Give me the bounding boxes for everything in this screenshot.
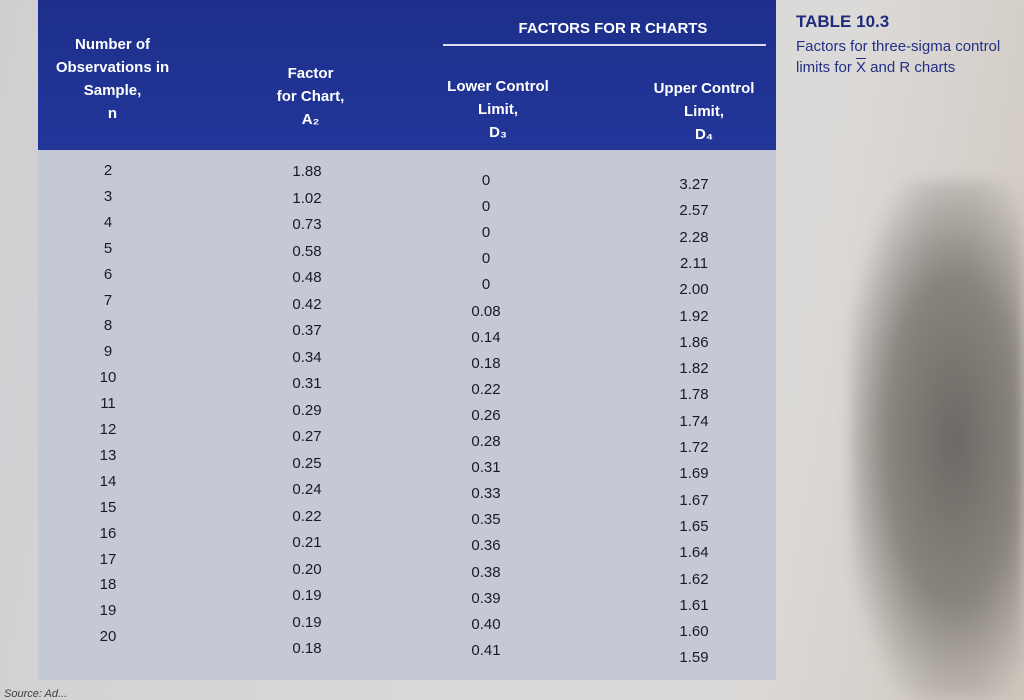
cell-n: 13: [99, 446, 117, 464]
cell-d3: 0.28: [471, 433, 501, 450]
table-header: Number of Observations in Sample, n Fact…: [38, 0, 776, 150]
cell-d4: 2.11: [679, 254, 709, 272]
cell-d3: 0.33: [471, 485, 501, 503]
cell-d4: 1.86: [679, 333, 709, 351]
cell-a2: 0.34: [292, 348, 322, 366]
cell-d4: 1.59: [679, 649, 709, 667]
header-d3: Lower Control Limit, D₃: [447, 78, 549, 141]
cell-a2: 0.22: [292, 507, 322, 525]
cell-d3: 0: [481, 172, 491, 189]
cell-d4: 1.72: [679, 439, 709, 456]
cell-a2: 0.19: [292, 613, 322, 631]
cell-n: 16: [99, 524, 117, 542]
cell-a2: 0.27: [292, 428, 322, 445]
caption-xbar: X: [856, 59, 867, 76]
cell-n: 7: [103, 291, 113, 309]
header-d4: Upper Control Limit, D₄: [653, 80, 755, 143]
cell-d3: 0.22: [471, 380, 501, 398]
cell-a2: 0.31: [292, 375, 322, 392]
cell-d3: 0.35: [471, 511, 501, 529]
cell-d4: 3.27: [679, 176, 709, 193]
cell-d3: 0.36: [471, 537, 501, 555]
cell-n: 11: [100, 395, 116, 413]
cell-a2: 0.18: [292, 640, 322, 657]
cell-d4: 2.28: [679, 228, 709, 246]
cell-d3: 0.26: [471, 406, 501, 424]
cell-d4: 2.57: [679, 202, 709, 220]
cell-d3: 0.31: [471, 459, 501, 477]
cell-a2: 0.20: [292, 560, 322, 578]
cell-n: 2: [103, 162, 113, 179]
cell-d3: 0.18: [471, 354, 501, 372]
cell-a2: 0.58: [292, 242, 322, 260]
cell-n: 9: [103, 343, 113, 361]
cell-n: 6: [103, 265, 113, 283]
cell-d4: 1.69: [679, 465, 709, 483]
caption-text-before: Factors for three-sigma control limits f…: [796, 38, 1001, 76]
cell-d4: 1.74: [679, 412, 709, 430]
cell-d4: 1.67: [679, 491, 709, 509]
caption-text: Factors for three-sigma control limits f…: [796, 36, 1024, 78]
group-rule: [443, 44, 766, 46]
cell-d4: 1.78: [679, 386, 709, 404]
cell-d4: 1.92: [679, 307, 709, 325]
header-n: Number of Observations in Sample, n: [55, 36, 170, 122]
cell-n: 4: [103, 213, 113, 231]
caption-title: TABLE 10.3: [796, 12, 890, 31]
cell-a2: 0.73: [292, 216, 322, 233]
shadow-region: [850, 180, 1024, 700]
cell-d3: 0: [481, 276, 491, 294]
cell-a2: 0.25: [292, 454, 322, 472]
cell-a2: 0.24: [292, 481, 322, 498]
cell-a2: 0.37: [292, 322, 322, 339]
cell-d3: 0.41: [471, 641, 501, 659]
cell-a2: 1.02: [292, 189, 322, 207]
cell-d3: 0.08: [471, 302, 501, 320]
cell-a2: 0.29: [292, 401, 322, 419]
cell-d4: 1.60: [679, 623, 709, 641]
cell-n: 14: [99, 472, 117, 490]
cell-a2: 0.21: [292, 534, 322, 551]
cell-d4: 1.61: [679, 596, 709, 614]
cell-n: 18: [99, 576, 117, 594]
cell-a2: 0.48: [292, 269, 322, 286]
cell-n: 5: [103, 239, 113, 257]
cell-d3: 0: [481, 224, 491, 242]
cell-d4: 1.82: [679, 360, 709, 378]
cell-a2: 0.42: [292, 295, 322, 313]
cell-d3: 0.40: [471, 615, 501, 633]
cell-n: 17: [99, 550, 117, 568]
cell-d3: 0.14: [471, 328, 501, 346]
cell-n: 3: [103, 187, 113, 205]
cell-a2: 1.88: [292, 163, 322, 180]
cell-n: 20: [99, 628, 117, 646]
cell-d4: 1.65: [679, 517, 709, 535]
cell-n: 10: [99, 369, 117, 387]
table-body: [38, 150, 776, 680]
cell-n: 8: [103, 317, 113, 335]
cell-d4: 2.00: [679, 281, 709, 299]
cell-d3: 0: [481, 198, 491, 216]
group-title: FACTORS FOR R CHARTS: [518, 20, 708, 37]
cell-n: 12: [99, 421, 117, 438]
header-a2: Factor for Chart, A₂: [276, 65, 345, 128]
cell-d4: 1.64: [679, 544, 709, 562]
caption-text-after: and R charts: [866, 59, 956, 76]
cell-d3: 0.39: [471, 589, 501, 607]
cell-d4: 1.62: [679, 570, 709, 588]
cell-d3: 0: [481, 250, 491, 268]
cell-n: 15: [99, 498, 117, 516]
source-line: Source: Ad...: [4, 688, 68, 700]
cell-d3: 0.38: [471, 563, 501, 581]
cell-a2: 0.19: [292, 587, 322, 604]
cell-n: 19: [99, 602, 117, 620]
table-caption: TABLE 10.3 Factors for three-sigma contr…: [796, 12, 1024, 78]
